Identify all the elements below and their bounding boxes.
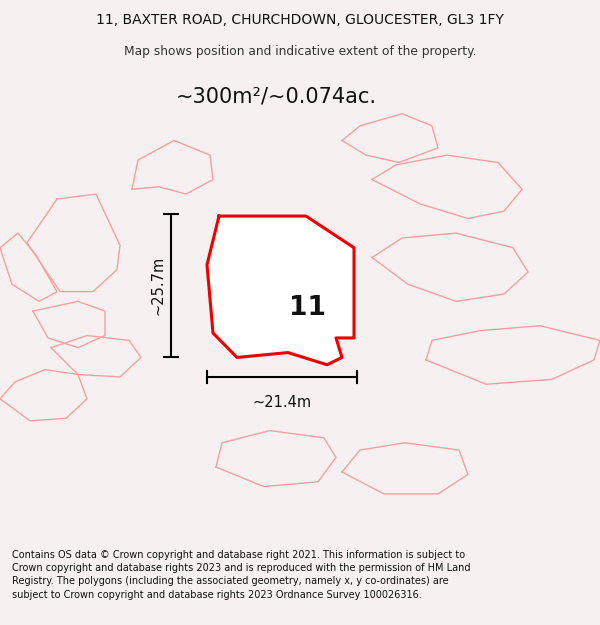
- Text: ~300m²/~0.074ac.: ~300m²/~0.074ac.: [176, 87, 377, 107]
- Polygon shape: [207, 216, 354, 365]
- Text: 11, BAXTER ROAD, CHURCHDOWN, GLOUCESTER, GL3 1FY: 11, BAXTER ROAD, CHURCHDOWN, GLOUCESTER,…: [96, 12, 504, 26]
- Text: 11: 11: [289, 295, 326, 321]
- Text: Contains OS data © Crown copyright and database right 2021. This information is : Contains OS data © Crown copyright and d…: [12, 550, 470, 599]
- Text: ~21.4m: ~21.4m: [253, 396, 311, 411]
- Text: Map shows position and indicative extent of the property.: Map shows position and indicative extent…: [124, 45, 476, 58]
- Text: ~25.7m: ~25.7m: [150, 256, 165, 315]
